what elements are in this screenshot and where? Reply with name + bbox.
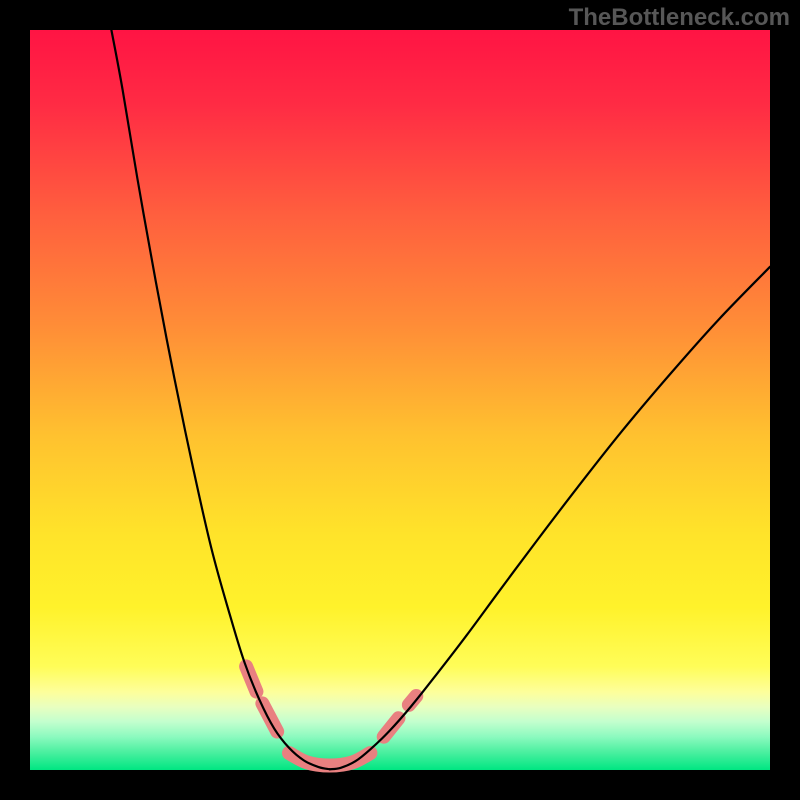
gradient-background <box>30 30 770 770</box>
watermark-text: TheBottleneck.com <box>569 4 790 32</box>
chart-root: TheBottleneck.com <box>0 0 800 800</box>
bottleneck-chart <box>0 0 800 800</box>
